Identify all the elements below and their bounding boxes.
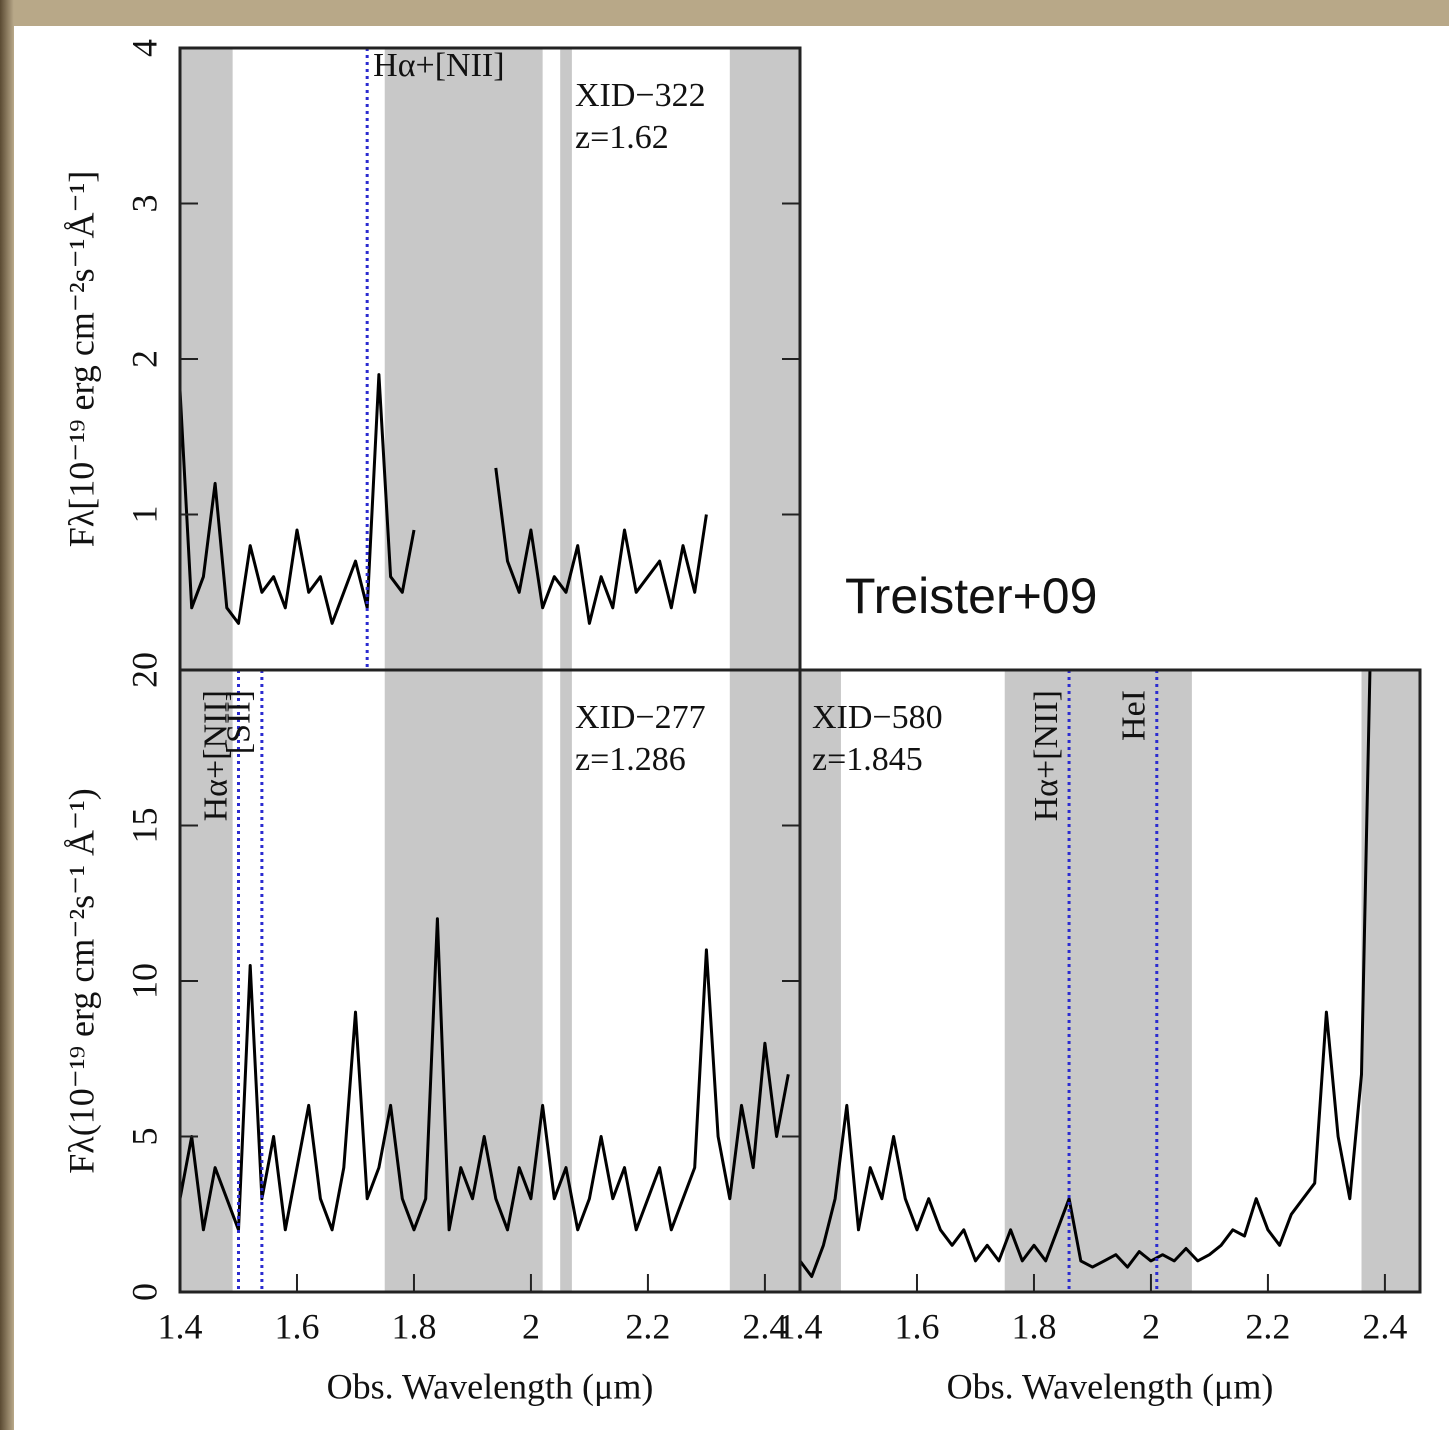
- slide: [14, 26, 1434, 1430]
- feature-label: [SII]: [221, 690, 258, 754]
- x-tick-label: 1.6: [894, 1306, 939, 1346]
- panel-label: z=1.845: [812, 741, 923, 778]
- plot-area: [800, 670, 1420, 1292]
- x-tick-label: 2.4: [742, 1306, 787, 1346]
- spectrum-line: [180, 373, 708, 625]
- x-axis-label: Obs. Wavelength (μm): [947, 1366, 1274, 1406]
- x-tick-label: 2: [1142, 1306, 1160, 1346]
- y-axis-label: Fλ[10⁻¹⁹ erg cm⁻²s⁻¹Å⁻¹]: [61, 171, 101, 548]
- y-tick-label: 2: [124, 350, 164, 368]
- x-tick-label: 1.8: [1011, 1306, 1056, 1346]
- panel-label: XID−277: [575, 699, 706, 736]
- backdrop-top: [0, 0, 1449, 26]
- y-tick-label: 1: [124, 506, 164, 524]
- shaded-region: [384, 48, 543, 670]
- x-tick-label: 2: [522, 1306, 540, 1346]
- plot-area: [180, 670, 800, 1292]
- credit: Treister+09: [845, 568, 1097, 624]
- x-tick-label: 1.8: [391, 1306, 436, 1346]
- shaded-region: [1361, 670, 1420, 1292]
- y-tick-label: 5: [124, 1128, 164, 1146]
- y-tick-label: 15: [124, 808, 164, 844]
- shaded-region: [800, 670, 841, 1292]
- feature-label: HeI: [1116, 690, 1153, 741]
- plot-frame: [798, 668, 1422, 1294]
- x-tick-label: 1.6: [274, 1306, 319, 1346]
- shaded-region: [384, 670, 543, 1292]
- y-tick-label: 0: [124, 1283, 164, 1301]
- spectrum-line: [180, 917, 790, 1232]
- y-axis-label: Fλ(10⁻¹⁹ erg cm⁻²s⁻¹ Å⁻¹): [61, 788, 101, 1174]
- shaded-region: [560, 48, 572, 670]
- x-tick-label: 2.2: [625, 1306, 670, 1346]
- x-tick-label: 1.4: [158, 1306, 203, 1346]
- shaded-region: [1004, 670, 1192, 1292]
- panel-label: z=1.62: [575, 119, 669, 156]
- y-tick-label: 20: [124, 652, 164, 688]
- y-tick-label: 4: [124, 39, 164, 57]
- backdrop-left: [0, 0, 14, 1430]
- x-axis-label: Obs. Wavelength (μm): [327, 1366, 654, 1406]
- feature-label: Hα+[NII]: [197, 690, 234, 821]
- panel-label: XID−322: [575, 77, 706, 114]
- plot-area: [180, 48, 800, 670]
- x-tick-label: 2.2: [1245, 1306, 1290, 1346]
- feature-label: Hα+[NII]: [373, 47, 504, 84]
- shaded-region: [560, 670, 572, 1292]
- y-tick-label: 3: [124, 195, 164, 213]
- spectrum-line: [800, 670, 1372, 1278]
- y-tick-label: 10: [124, 963, 164, 999]
- panel-label: XID−580: [812, 699, 943, 736]
- x-tick-label: 2.4: [1362, 1306, 1407, 1346]
- feature-label: Hα+[NII]: [1028, 690, 1065, 821]
- panel-label: z=1.286: [575, 741, 686, 778]
- x-tick-label: 1.4: [778, 1306, 823, 1346]
